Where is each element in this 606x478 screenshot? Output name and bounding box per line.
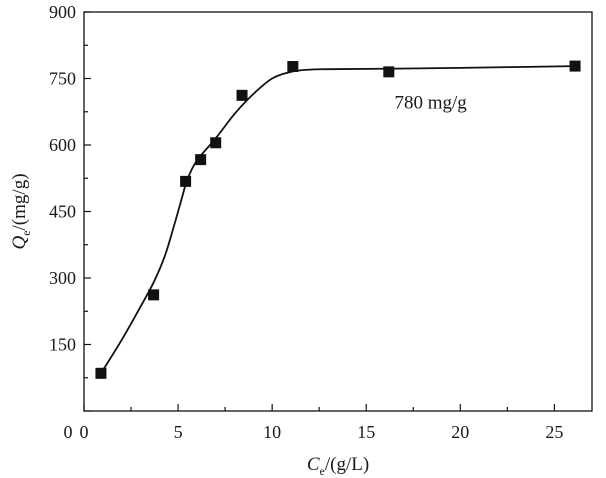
data-point: [210, 137, 222, 149]
y-tick-label: 300: [49, 268, 76, 288]
data-point: [236, 89, 248, 101]
data-point: [287, 61, 299, 73]
x-tick-label: 20: [451, 422, 469, 442]
x-tick-label: 5: [174, 422, 183, 442]
data-points: [95, 60, 581, 379]
tick-labels: 0 5 10 15 20 25 150 300 450 600 750 900 0: [49, 2, 563, 442]
x-axis-title: Ce/(g/L): [307, 454, 369, 478]
x-axis-title-main: C: [307, 454, 320, 475]
plateau-annotation: 780 mg/g: [394, 93, 467, 114]
y-tick-label: 450: [49, 202, 76, 222]
fit-curve: [100, 65, 576, 374]
origin-label: 0: [64, 422, 73, 442]
y-axis-title-sub: e: [19, 230, 33, 235]
data-point: [195, 154, 207, 166]
y-axis-title-unit: /(mg/g): [9, 173, 30, 230]
data-point: [383, 66, 395, 78]
plot-frame: [83, 11, 593, 412]
x-axis-title-sub: e: [320, 464, 325, 478]
y-axis-title: Qe/(mg/g): [9, 173, 33, 249]
y-tick-label: 900: [49, 2, 76, 22]
y-tick-label: 600: [49, 135, 76, 155]
x-axis-title-unit: /(g/L): [325, 454, 369, 475]
x-tick-label: 15: [357, 422, 375, 442]
data-point: [148, 289, 160, 301]
data-point: [95, 367, 107, 379]
y-tick-label: 150: [49, 335, 76, 355]
x-tick-label: 10: [263, 422, 281, 442]
data-point: [569, 60, 581, 72]
axes: [83, 11, 593, 412]
y-tick-label: 750: [49, 69, 76, 89]
x-tick-label: 0: [80, 422, 89, 442]
fit-curve-layer: [100, 65, 576, 374]
y-axis-title-main: Q: [9, 236, 30, 250]
x-tick-label: 25: [545, 422, 563, 442]
data-point: [180, 175, 192, 187]
